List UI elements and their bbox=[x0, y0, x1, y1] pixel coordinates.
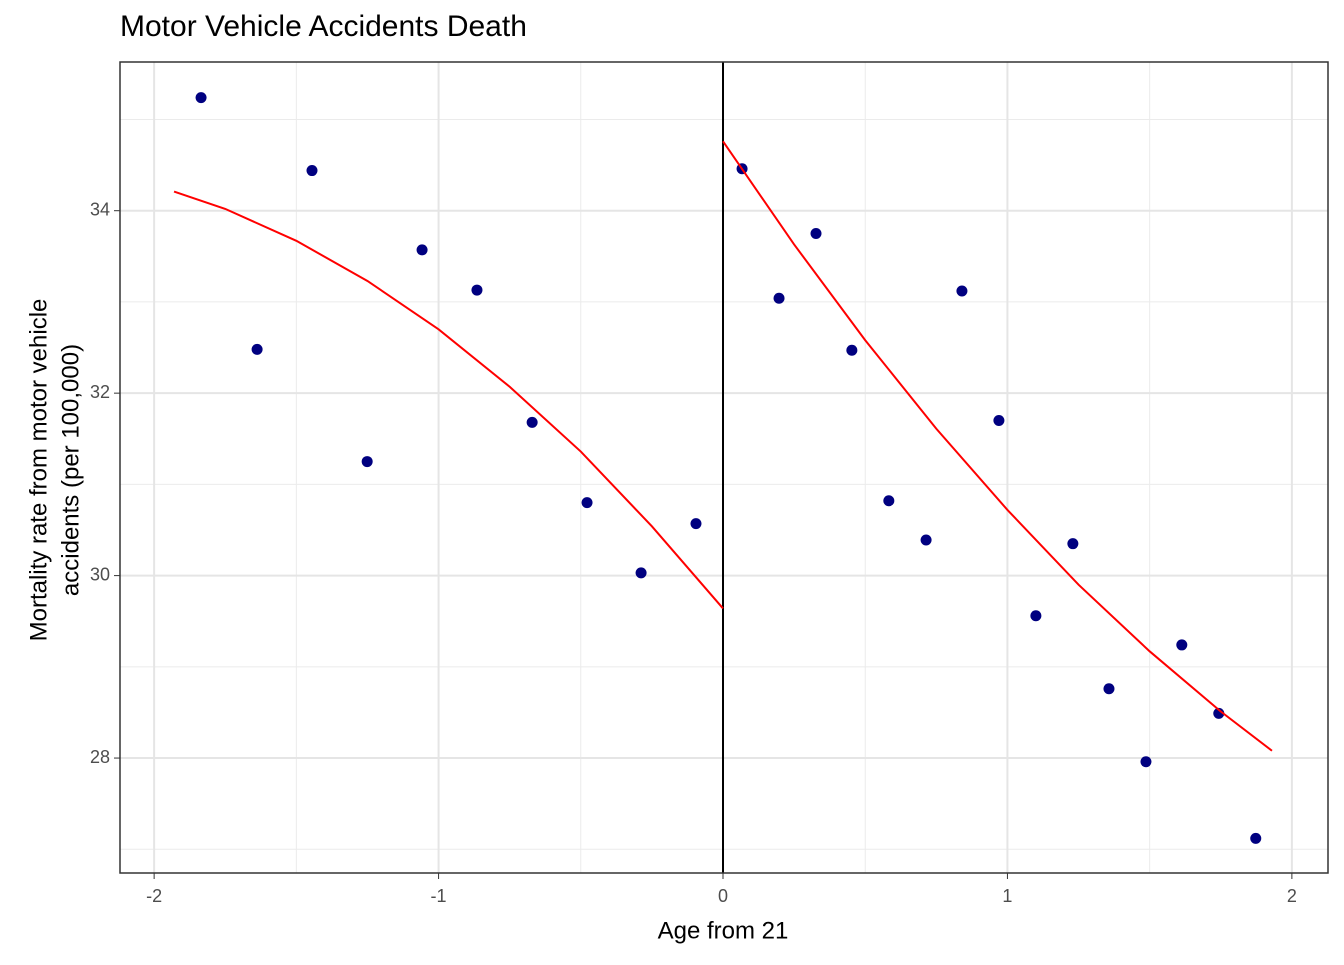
x-tick-label: -1 bbox=[431, 886, 447, 906]
point bbox=[920, 534, 932, 546]
point bbox=[306, 165, 318, 177]
point bbox=[1103, 683, 1115, 695]
x-axis-label: Age from 21 bbox=[658, 917, 789, 944]
point bbox=[810, 228, 822, 240]
y-axis-label-line: accidents (per 100,000) bbox=[57, 344, 84, 596]
x-tick-label: 2 bbox=[1287, 886, 1297, 906]
fit-line bbox=[173, 190, 724, 610]
plot-border bbox=[119, 61, 1329, 874]
point bbox=[1213, 707, 1225, 719]
point bbox=[195, 92, 207, 104]
point bbox=[1250, 832, 1262, 844]
y-tick-label: 34 bbox=[90, 199, 110, 219]
point bbox=[361, 456, 373, 468]
y-tick-label: 30 bbox=[90, 564, 110, 584]
point bbox=[993, 415, 1005, 427]
y-tick-label: 32 bbox=[90, 382, 110, 402]
point bbox=[526, 416, 538, 428]
point bbox=[690, 518, 702, 530]
point bbox=[1030, 610, 1042, 622]
x-tick-label: 1 bbox=[1002, 886, 1012, 906]
x-tick-label: 0 bbox=[718, 886, 728, 906]
point bbox=[471, 284, 483, 296]
point bbox=[635, 567, 647, 579]
point bbox=[1140, 756, 1152, 768]
point bbox=[251, 343, 263, 355]
x-tick-label: -2 bbox=[146, 886, 162, 906]
y-tick-label: 28 bbox=[90, 747, 110, 767]
point bbox=[883, 495, 895, 507]
y-axis-label: Mortality rate from motor vehicle accide… bbox=[25, 299, 84, 642]
point bbox=[581, 497, 593, 509]
point bbox=[1176, 639, 1188, 651]
point bbox=[1067, 538, 1079, 550]
point bbox=[956, 285, 968, 297]
point bbox=[416, 244, 428, 256]
point bbox=[846, 344, 858, 356]
y-axis-label-line: Mortality rate from motor vehicle bbox=[25, 299, 52, 642]
fit-line bbox=[722, 140, 1273, 752]
chart-title: Motor Vehicle Accidents Death bbox=[120, 10, 527, 43]
point bbox=[773, 292, 785, 304]
